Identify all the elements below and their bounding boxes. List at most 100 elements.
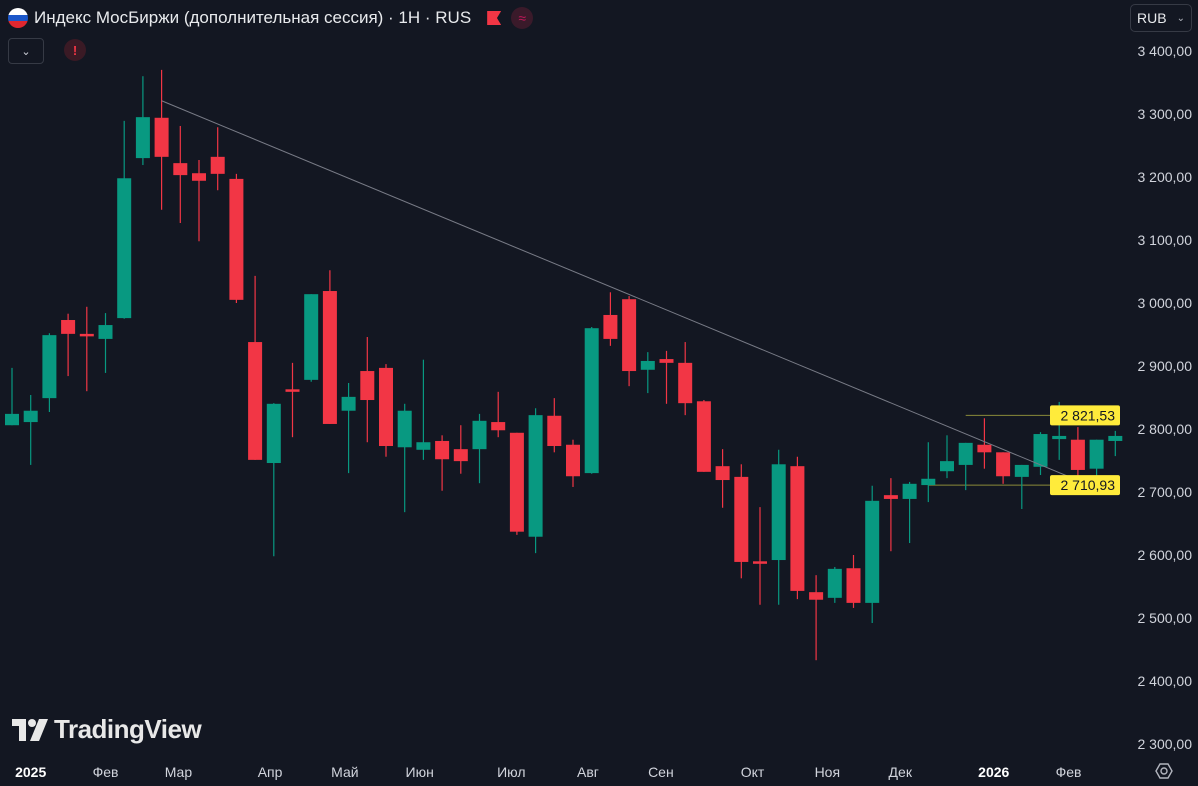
y-tick-label: 2 600,00	[1138, 547, 1193, 563]
flag-marker-icon[interactable]	[487, 11, 502, 25]
candle-body-up	[1014, 464, 1029, 477]
currency-label: RUB	[1137, 10, 1167, 26]
candle-body-down	[734, 476, 749, 562]
candle-body-up	[771, 464, 786, 561]
candle-body-down	[154, 117, 169, 157]
x-tick-label: Окт	[741, 764, 765, 780]
candle-body-down	[1070, 439, 1085, 470]
candle-body-up	[135, 117, 150, 159]
candle-body-up	[5, 413, 19, 426]
candle-body-down	[509, 432, 524, 532]
candle-body-down	[79, 333, 94, 337]
candle-body-up	[1033, 434, 1048, 467]
x-tick-label: Июл	[497, 764, 525, 780]
candle-body-down	[715, 466, 730, 481]
candle-body-up	[304, 294, 319, 380]
collapse-legend-button[interactable]: ⌄	[8, 38, 44, 64]
candle-body-up	[940, 461, 954, 472]
candle-body-down	[996, 452, 1011, 477]
candle-body-up	[117, 178, 132, 319]
y-tick-label: 2 400,00	[1138, 673, 1193, 689]
y-tick-label: 3 300,00	[1138, 106, 1193, 122]
chart-header: Индекс МосБиржи (дополнительная сессия) …	[8, 6, 534, 30]
candle-body-up	[42, 335, 57, 399]
candle-body-down	[977, 444, 992, 453]
candle-body-down	[285, 389, 300, 392]
price-level-label: 2 821,53	[1061, 407, 1116, 423]
candle-body-up	[1089, 439, 1104, 469]
y-tick-label: 2 500,00	[1138, 610, 1193, 626]
x-tick-label: Мар	[165, 764, 193, 780]
candle-body-up	[266, 403, 281, 464]
candle-body-down	[678, 362, 693, 404]
candle-body-down	[883, 495, 898, 499]
x-tick-label: Ноя	[815, 764, 840, 780]
candle-body-down	[547, 415, 562, 447]
settings-icon[interactable]	[1155, 762, 1173, 780]
warning-icon[interactable]: !	[64, 39, 86, 61]
price-level-label-bg	[1050, 405, 1120, 426]
candle-body-up	[528, 415, 543, 537]
candle-body-down	[379, 367, 393, 447]
russia-flag-icon	[8, 8, 28, 28]
y-tick-label: 2 800,00	[1138, 421, 1193, 437]
tradingview-logo-icon	[12, 718, 48, 741]
price-level-label-bg	[1050, 475, 1120, 496]
candle-body-down	[603, 314, 618, 339]
candle-body-up	[584, 328, 599, 474]
chevron-down-icon: ⌄	[1176, 12, 1185, 24]
candle-body-down	[790, 466, 805, 591]
trend-line	[161, 100, 1107, 493]
candle-body-up	[958, 442, 973, 465]
y-tick-label: 2 900,00	[1138, 358, 1193, 374]
candle-body-down	[322, 291, 337, 424]
watermark-text: TradingView	[54, 714, 202, 744]
tradingview-logo: TradingView	[12, 714, 202, 745]
candle-body-up	[472, 420, 487, 450]
x-tick-label: Фев	[93, 764, 119, 780]
candle-body-down	[192, 173, 206, 181]
y-tick-label: 3 400,00	[1138, 43, 1193, 59]
candle-body-down	[753, 561, 767, 564]
x-tick-label: Авг	[577, 764, 599, 780]
session-icon[interactable]: ≈	[511, 7, 534, 29]
x-tick-label: 2025	[15, 764, 46, 780]
candle-body-up	[865, 500, 880, 603]
x-tick-label: Апр	[258, 764, 283, 780]
candle-body-up	[921, 478, 936, 486]
candle-body-down	[566, 444, 580, 477]
x-tick-label: Июн	[406, 764, 434, 780]
currency-select[interactable]: RUB ⌄	[1130, 4, 1192, 32]
candle-body-up	[902, 483, 917, 499]
candle-body-up	[1108, 435, 1123, 441]
x-tick-label: 2026	[978, 764, 1009, 780]
price-level-label: 2 710,93	[1061, 477, 1116, 493]
x-tick-label: Май	[331, 764, 358, 780]
candle-body-up	[341, 396, 356, 411]
x-tick-label: Дек	[889, 764, 913, 780]
candle-body-up	[827, 568, 842, 598]
candle-body-down	[809, 592, 824, 600]
y-tick-label: 2 300,00	[1138, 736, 1193, 752]
y-tick-label: 3 200,00	[1138, 169, 1193, 185]
x-tick-label: Фев	[1056, 764, 1082, 780]
candle-body-up	[1052, 435, 1067, 440]
candle-body-down	[61, 320, 76, 334]
candle-body-up	[98, 325, 113, 339]
y-tick-label: 2 700,00	[1138, 484, 1193, 500]
y-tick-label: 3 000,00	[1138, 295, 1193, 311]
candle-body-down	[453, 449, 468, 462]
symbol-title[interactable]: Индекс МосБиржи (дополнительная сессия) …	[34, 8, 472, 27]
y-tick-label: 3 100,00	[1138, 232, 1193, 248]
candle-body-down	[173, 163, 188, 176]
candle-body-down	[696, 401, 711, 472]
x-tick-label: Сен	[648, 764, 674, 780]
candle-body-down	[622, 299, 637, 372]
candle-body-down	[659, 359, 674, 363]
candle-body-up	[397, 410, 412, 448]
candle-body-up	[640, 360, 655, 370]
candle-body-up	[416, 442, 431, 450]
candle-body-down	[229, 178, 244, 300]
candle-body-down	[846, 568, 861, 603]
